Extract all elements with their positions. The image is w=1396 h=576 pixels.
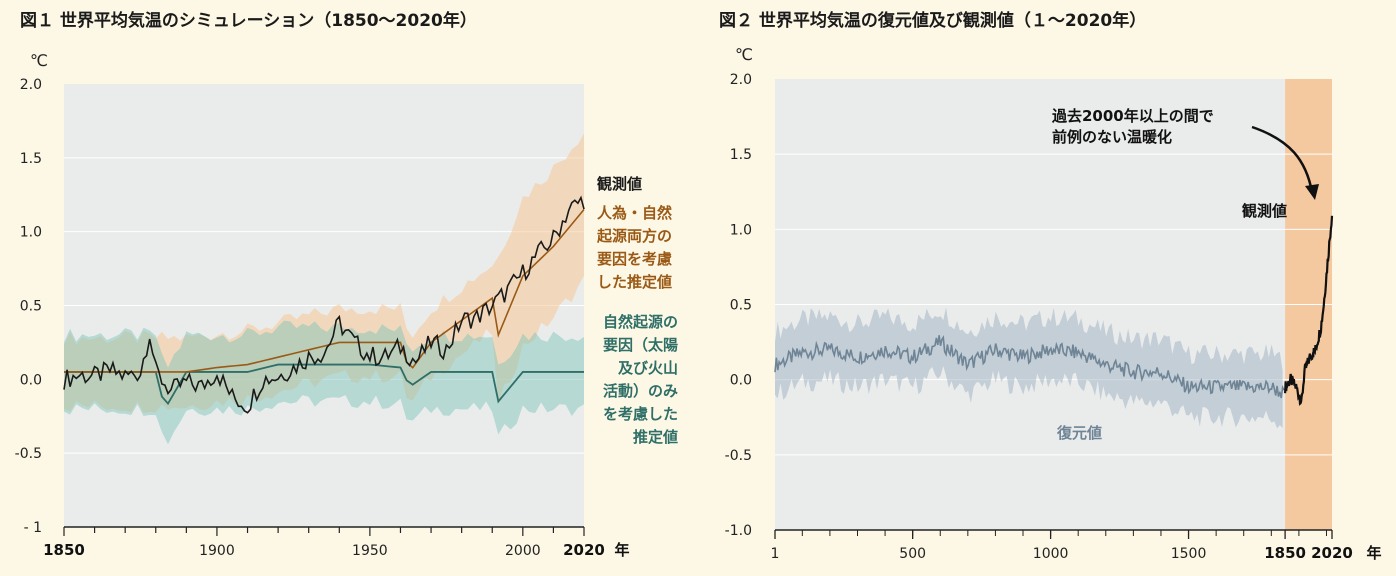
line-observed xyxy=(63,195,585,414)
y-tick-label: 0.5 xyxy=(20,299,42,315)
figure1-title: 図１ 世界平均気温のシミュレーション（1850〜2020年） xyxy=(20,10,477,31)
arrow-shaft xyxy=(1251,125,1314,193)
x-tick-label: 2000 xyxy=(505,543,541,559)
x-tick-label: 500 xyxy=(899,546,926,562)
x-tick-label: 1950 xyxy=(352,543,388,559)
arrow-head xyxy=(1305,184,1319,200)
y-tick-label: 0.5 xyxy=(730,298,752,314)
label-natural-only: 活動）のみ xyxy=(603,382,678,400)
label-natural-only: 推定値 xyxy=(633,428,678,446)
label-natural-only: を考慮した xyxy=(603,405,678,423)
y-tick-label: -0.5 xyxy=(15,446,42,462)
chart-figure1: 図１ 世界平均気温のシミュレーション（1850〜2020年） ℃ 2.0 1.5 1.0… xyxy=(15,10,678,559)
x-unit-label: 年 xyxy=(614,541,629,559)
y-tick-label: 1.0 xyxy=(20,225,42,241)
y-tick-label: -1.0 xyxy=(725,523,752,539)
label-natural-only: 要因（太陽 xyxy=(603,336,678,354)
figure2-title: 図２ 世界平均気温の復元値及び観測値（１〜2020年） xyxy=(719,10,1146,31)
label-observed: 観測値 xyxy=(1242,202,1287,220)
label-warming-note: 前例のない温暖化 xyxy=(1052,128,1172,146)
label-human-natural: 人為・自然 xyxy=(597,204,672,222)
y-tick-label: 0.0 xyxy=(20,372,42,388)
label-observed: 観測値 xyxy=(597,175,642,193)
y-tick-label: 2.0 xyxy=(730,72,752,88)
label-human-natural: 要因を考慮 xyxy=(597,250,672,268)
line-reconstructed xyxy=(774,335,1285,399)
y-tick-label: 1.5 xyxy=(730,147,752,163)
x-unit-label: 年 xyxy=(1366,544,1381,562)
y-tick-label: 1.0 xyxy=(730,222,752,238)
y-tick-label: 0.0 xyxy=(730,373,752,389)
x-tick-label: 1900 xyxy=(199,543,235,559)
x-tick-label: 1500 xyxy=(1171,546,1207,562)
y-tick-label: 1.5 xyxy=(20,151,42,167)
y-tick-label: -0.5 xyxy=(725,448,752,464)
label-human-natural: 起源両方の xyxy=(596,227,672,245)
y-tick-label: 2.0 xyxy=(20,77,42,93)
label-warming-note: 過去2000年以上の間で xyxy=(1051,107,1214,125)
band-human-natural xyxy=(64,133,584,414)
x-tick-label: 1000 xyxy=(1033,546,1069,562)
figure2-unit: ℃ xyxy=(735,45,753,64)
label-reconstructed: 復元値 xyxy=(1056,424,1102,442)
y-tick-label: - 1 xyxy=(24,520,42,536)
band-natural-only xyxy=(64,320,584,445)
label-human-natural: した推定値 xyxy=(597,273,672,291)
line-human-natural xyxy=(64,209,585,373)
label-natural-only: 及び火山 xyxy=(618,359,678,377)
x-tick-label: 2020 xyxy=(563,541,605,559)
x-tick-label: 2020 xyxy=(1311,544,1353,562)
x-tick-label: 1 xyxy=(771,546,780,562)
line-observed xyxy=(1284,215,1334,406)
x-tick-label: 1850 xyxy=(1264,544,1306,562)
figure1-unit: ℃ xyxy=(30,51,48,70)
label-natural-only: 自然起源の xyxy=(603,313,678,331)
chart-figure2: 図２ 世界平均気温の復元値及び観測値（１〜2020年） ℃ 2.0 1.5 1.0 0.5… xyxy=(719,10,1382,562)
band-reconstructed xyxy=(775,307,1283,429)
x-tick-label: 1850 xyxy=(43,541,85,559)
